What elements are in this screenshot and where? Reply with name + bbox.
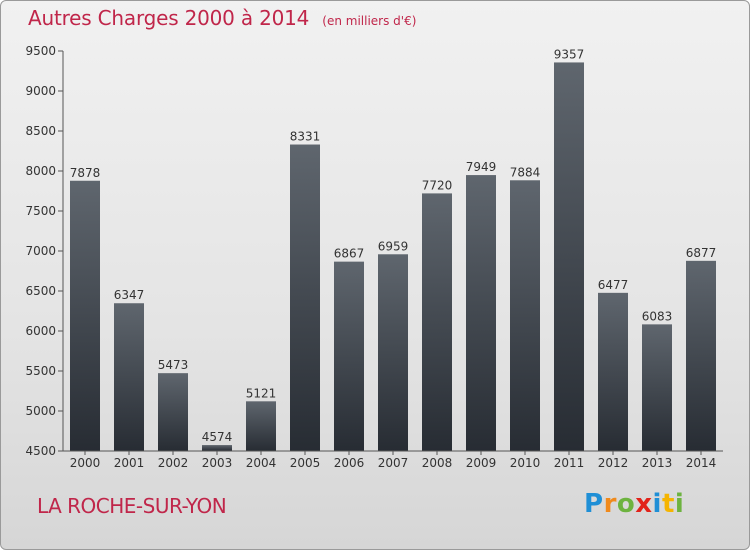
bar-value-label: 6867 xyxy=(334,247,365,261)
bar xyxy=(114,303,144,451)
bar xyxy=(554,62,584,451)
chart-subtitle: (en milliers d'€) xyxy=(322,14,417,28)
brand-letter: P xyxy=(584,489,604,519)
brand-letter: i xyxy=(652,489,662,519)
bar-value-label: 5473 xyxy=(158,358,189,372)
x-tick-label: 2007 xyxy=(378,456,409,470)
x-tick-label: 2000 xyxy=(70,456,101,470)
x-tick-label: 2014 xyxy=(686,456,717,470)
y-tick-label: 6500 xyxy=(25,284,56,298)
y-tick-label: 5000 xyxy=(25,404,56,418)
brand-letter: r xyxy=(603,489,617,519)
y-tick-label: 7500 xyxy=(25,204,56,218)
bar xyxy=(70,180,100,451)
bar xyxy=(510,180,540,451)
bar xyxy=(642,324,672,451)
brand-letter: o xyxy=(616,489,636,519)
x-tick-label: 2003 xyxy=(202,456,233,470)
chart-title: Autres Charges 2000 à 2014 xyxy=(28,6,310,30)
y-tick-label: 8500 xyxy=(25,124,56,138)
x-tick-label: 2005 xyxy=(290,456,321,470)
city-name: LA ROCHE-SUR-YON xyxy=(37,494,227,518)
bar-value-label: 7884 xyxy=(510,165,541,179)
y-tick-label: 8000 xyxy=(25,164,56,178)
brand-letter: x xyxy=(635,489,653,519)
bar xyxy=(598,292,628,451)
bar-value-label: 9357 xyxy=(554,47,585,61)
bar-value-label: 7720 xyxy=(422,178,453,192)
brand-letter: i xyxy=(674,489,685,519)
bar-value-label: 7878 xyxy=(70,166,101,180)
y-tick-label: 6000 xyxy=(25,324,56,338)
bar-value-label: 6347 xyxy=(114,288,145,302)
bar xyxy=(290,144,320,451)
x-tick-label: 2010 xyxy=(510,456,541,470)
bar-value-label: 5121 xyxy=(246,386,277,400)
y-tick-label: 4500 xyxy=(25,444,56,458)
bar-value-label: 7949 xyxy=(466,160,497,174)
brand-logo: Proxiti xyxy=(584,489,684,519)
y-tick-label: 9000 xyxy=(25,84,56,98)
brand-letter: t xyxy=(661,489,675,519)
bar-value-label: 6477 xyxy=(598,278,629,292)
bar xyxy=(202,445,232,451)
x-tick-label: 2004 xyxy=(246,456,277,470)
x-tick-label: 2011 xyxy=(554,456,585,470)
bar xyxy=(466,175,496,451)
x-tick-label: 2008 xyxy=(422,456,453,470)
bar xyxy=(686,260,716,451)
bar-value-label: 6083 xyxy=(642,309,673,323)
title-row: Autres Charges 2000 à 2014 (en milliers … xyxy=(28,6,416,30)
x-tick-label: 2013 xyxy=(642,456,673,470)
bar xyxy=(378,254,408,451)
x-tick-label: 2001 xyxy=(114,456,145,470)
bar xyxy=(246,401,276,451)
bar-value-label: 8331 xyxy=(290,130,321,144)
bar-value-label: 6877 xyxy=(686,246,717,260)
bar xyxy=(422,193,452,451)
bar-value-label: 6959 xyxy=(378,239,409,253)
x-tick-label: 2009 xyxy=(466,456,497,470)
bar-value-label: 4574 xyxy=(202,430,233,444)
x-tick-label: 2012 xyxy=(598,456,629,470)
y-tick-label: 9500 xyxy=(25,44,56,58)
x-tick-label: 2006 xyxy=(334,456,365,470)
bar xyxy=(334,261,364,451)
y-tick-label: 7000 xyxy=(25,244,56,258)
x-tick-label: 2002 xyxy=(158,456,189,470)
y-tick-label: 5500 xyxy=(25,364,56,378)
bar xyxy=(158,373,188,451)
